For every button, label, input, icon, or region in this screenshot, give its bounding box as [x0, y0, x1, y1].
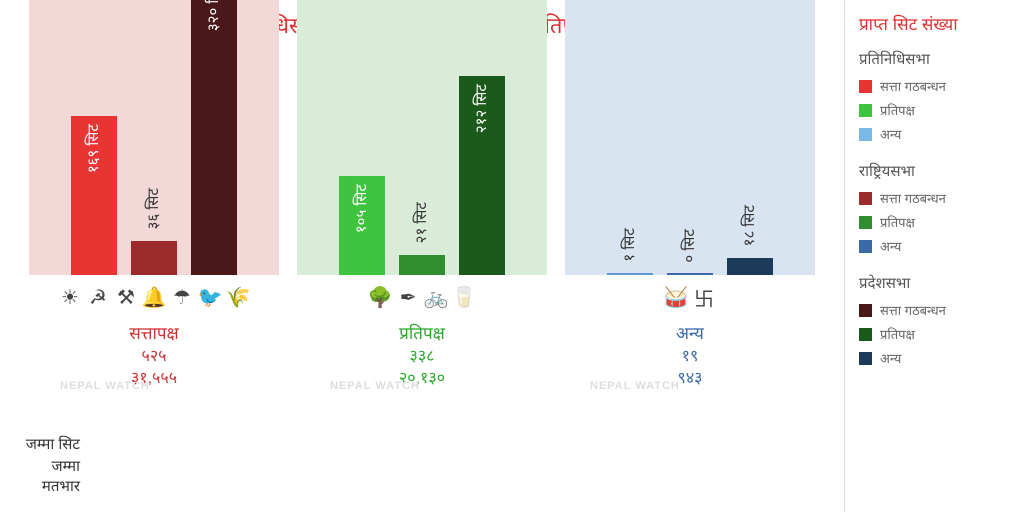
legend-section: प्रतिनिधिसभा सत्ता गठबन्धन प्रतिपक्ष अन्य [859, 49, 1010, 143]
party-icon: 🌾 [224, 283, 252, 311]
total-votes-value: ९४३ [678, 366, 703, 388]
party-icon: ✒ [394, 283, 422, 311]
group-totals: १९९४३ [678, 344, 703, 388]
chart-group: १६९ सिट३६ सिट३२० सिट☀☭⚒🔔☂🐦🌾सत्तापक्ष५२५३… [29, 0, 278, 388]
bar-label: १८ सिट [740, 197, 760, 254]
party-icon: 🐦 [196, 283, 224, 311]
total-seats-value: ५२५ [131, 344, 177, 366]
legend-title: प्राप्त सिट संख्या [859, 12, 1010, 35]
bar-label: २१ सिट [412, 194, 432, 251]
party-icon: 🔔 [140, 283, 168, 311]
legend-swatch [859, 192, 872, 205]
bar: ३६ सिट [131, 241, 177, 275]
party-icons-row: 🌳✒🚲🥛 [346, 275, 498, 319]
party-icons-row: 🥁卐 [642, 275, 738, 319]
legend-item: सत्ता गठबन्धन [859, 189, 1010, 207]
bar-label: ३२० सिट [204, 0, 224, 39]
group-background: १०५ सिट २१ सिट २१२ सिट [297, 0, 546, 275]
bar: ० सिट [667, 273, 713, 275]
party-icon: 🚲 [422, 283, 450, 311]
legend-label: सत्ता गठबन्धन [880, 77, 946, 95]
party-icon: ☭ [84, 283, 112, 311]
legend-sidebar: प्राप्त सिट संख्या प्रतिनिधिसभा सत्ता गठब… [844, 0, 1024, 512]
legend-section: राष्ट्रियसभा सत्ता गठबन्धन प्रतिपक्ष अन्य [859, 161, 1010, 255]
legend-item: प्रतिपक्ष [859, 213, 1010, 231]
legend-swatch [859, 328, 872, 341]
legend-swatch [859, 352, 872, 365]
party-icon: 🌳 [366, 283, 394, 311]
group-name: अन्य [676, 321, 704, 344]
party-icons-row: ☀☭⚒🔔☂🐦🌾 [36, 275, 272, 319]
total-votes-value: ३१,५५५ [131, 366, 177, 388]
legend-label: प्रतिपक्ष [880, 101, 915, 119]
total-seats-value: ३३८ [399, 344, 445, 366]
chart-area: १६९ सिट३६ सिट३२० सिट☀☭⚒🔔☂🐦🌾सत्तापक्ष५२५३… [10, 48, 834, 388]
group-background: १ सिट ० सिट १८ सिट [565, 0, 814, 275]
legend-item: अन्य [859, 125, 1010, 143]
group-name: सत्तापक्ष [129, 321, 179, 344]
bar-label: १०५ सिट [352, 176, 372, 241]
party-icon: 🥁 [662, 283, 690, 311]
group-name: प्रतिपक्ष [399, 321, 445, 344]
legend-item: सत्ता गठबन्धन [859, 301, 1010, 319]
legend-item: अन्य [859, 237, 1010, 255]
total-votes-label: जम्मा मतभार [10, 456, 110, 496]
bar-label: ३६ सिट [144, 180, 164, 237]
bar-label: २१२ सिट [472, 76, 492, 141]
legend-heading: प्रदेशसभा [859, 273, 1010, 293]
legend-swatch [859, 304, 872, 317]
legend-label: सत्ता गठबन्धन [880, 189, 946, 207]
legend-label: प्रतिपक्ष [880, 213, 915, 231]
total-votes-value: २०,१३० [399, 366, 445, 388]
legend-section: प्रदेशसभा सत्ता गठबन्धन प्रतिपक्ष अन्य [859, 273, 1010, 367]
legend-label: सत्ता गठबन्धन [880, 301, 946, 319]
legend-item: अन्य [859, 349, 1010, 367]
legend-label: अन्य [880, 237, 901, 255]
party-icon: 卐 [690, 283, 718, 311]
legend-heading: प्रतिनिधिसभा [859, 49, 1010, 69]
bar: १ सिट [607, 273, 653, 275]
party-icon: ☂ [168, 283, 196, 311]
main-panel: संघीय प्रतिनिधिसभा र प्रदेशसभामा सत्तापक… [0, 0, 844, 512]
total-seats-value: १९ [678, 344, 703, 366]
bar: ३२० सिट [191, 0, 237, 275]
legend-item: प्रतिपक्ष [859, 101, 1010, 119]
legend-swatch [859, 240, 872, 253]
group-background: १६९ सिट ३६ सिट ३२० सिट [29, 0, 278, 275]
bar-label: १६९ सिट [84, 116, 104, 181]
bar: १६९ सिट [71, 116, 117, 275]
party-icon: ☀ [56, 283, 84, 311]
legend-swatch [859, 216, 872, 229]
legend-label: प्रतिपक्ष [880, 325, 915, 343]
chart-group: १०५ सिट २१ सिट २१२ सिट 🌳✒🚲🥛प्रतिपक्ष३३८२०,१… [297, 0, 546, 388]
bar-label: ० सिट [680, 221, 700, 271]
group-totals: ३३८२०,१३० [399, 344, 445, 388]
totals-labels: जम्मा सिट जम्मा मतभार [10, 432, 110, 496]
legend-swatch [859, 128, 872, 141]
total-seats-label: जम्मा सिट [10, 434, 110, 454]
legend-swatch [859, 104, 872, 117]
legend-heading: राष्ट्रियसभा [859, 161, 1010, 181]
chart-group: १ सिट० सिट१८ सिट🥁卐अन्य१९९४३ [565, 0, 814, 388]
bar: २१२ सिट [459, 76, 505, 275]
legend-label: अन्य [880, 125, 901, 143]
legend-item: प्रतिपक्ष [859, 325, 1010, 343]
legend-label: अन्य [880, 349, 901, 367]
party-icon: 🥛 [450, 283, 478, 311]
party-icon: ⚒ [112, 283, 140, 311]
bar: २१ सिट [399, 255, 445, 275]
legend-item: सत्ता गठबन्धन [859, 77, 1010, 95]
bar: १८ सिट [727, 258, 773, 275]
legend-swatch [859, 80, 872, 93]
bar-label: १ सिट [620, 220, 640, 270]
bar: १०५ सिट [339, 176, 385, 275]
group-totals: ५२५३१,५५५ [131, 344, 177, 388]
container: संघीय प्रतिनिधिसभा र प्रदेशसभामा सत्तापक… [0, 0, 1024, 512]
